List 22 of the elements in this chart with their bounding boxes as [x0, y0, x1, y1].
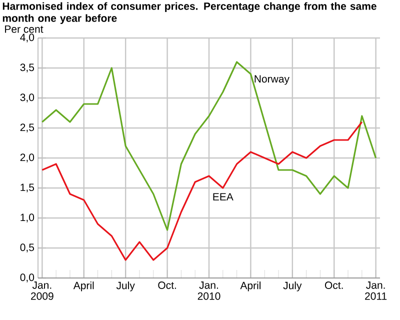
y-tick-label: 0,5: [20, 244, 34, 252]
x-tick-label: July: [283, 282, 302, 292]
x-tick-label: April: [73, 282, 94, 292]
y-tick-label: 1,5: [20, 184, 34, 192]
x-tick-label: Oct.: [324, 282, 343, 289]
y-tick-label: 0,0: [20, 274, 34, 282]
x-tick-label: Jan. 2011: [365, 282, 387, 300]
x-tick-label: July: [116, 282, 135, 292]
x-tick-label: Jan. 2010: [198, 282, 220, 300]
y-tick-label: 2,5: [20, 124, 34, 132]
y-tick-label: 3,0: [20, 94, 34, 102]
y-tick-label: 2,0: [20, 154, 34, 162]
series-label: EEA: [213, 193, 234, 200]
series-label: Norway: [254, 75, 290, 85]
y-tick-label: 3,5: [20, 64, 34, 72]
y-tick-label: 1,0: [20, 214, 34, 222]
x-tick-label: Oct.: [158, 282, 176, 289]
x-tick-label: April: [240, 282, 260, 292]
chart-title: Harmonised index of consumer prices. Percentage change from the same month one year before: [2, 2, 376, 24]
y-tick-label: 4,0: [20, 34, 34, 42]
y-axis-title: Per cent: [5, 25, 44, 33]
x-tick-label: Jan. 2009: [31, 282, 54, 300]
